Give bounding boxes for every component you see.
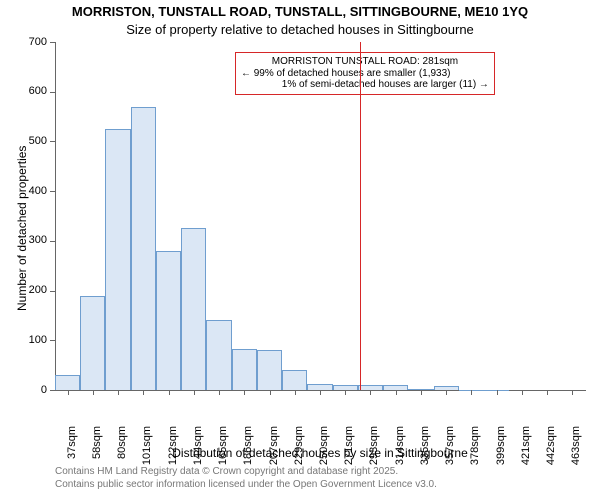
x-tick-label: 314sqm <box>394 426 406 476</box>
histogram-bar <box>55 375 80 390</box>
x-tick-mark <box>522 390 523 395</box>
y-tick-mark <box>50 390 55 391</box>
chart-title-line2: Size of property relative to detached ho… <box>0 22 600 37</box>
y-tick-label: 600 <box>29 85 47 97</box>
histogram-bar <box>131 107 156 390</box>
x-tick-mark <box>219 390 220 395</box>
x-tick-label: 293sqm <box>368 426 380 476</box>
x-tick-mark <box>320 390 321 395</box>
x-tick-mark <box>547 390 548 395</box>
x-tick-label: 357sqm <box>444 426 456 476</box>
x-tick-label: 58sqm <box>91 426 103 476</box>
y-tick-mark <box>50 141 55 142</box>
y-tick-mark <box>50 340 55 341</box>
y-tick-mark <box>50 42 55 43</box>
histogram-bar <box>232 349 257 390</box>
x-tick-mark <box>497 390 498 395</box>
y-tick-label: 300 <box>29 234 47 246</box>
annotation-line: MORRISTON TUNSTALL ROAD: 281sqm <box>241 56 489 68</box>
x-tick-label: 186sqm <box>242 426 254 476</box>
x-tick-label: 250sqm <box>318 426 330 476</box>
x-tick-label: 144sqm <box>192 426 204 476</box>
x-tick-label: 399sqm <box>495 426 507 476</box>
y-tick-label: 200 <box>29 284 47 296</box>
x-tick-label: 271sqm <box>343 426 355 476</box>
annotation-box: MORRISTON TUNSTALL ROAD: 281sqm← 99% of … <box>235 52 495 95</box>
x-tick-mark <box>572 390 573 395</box>
y-tick-mark <box>50 191 55 192</box>
x-tick-label: 442sqm <box>545 426 557 476</box>
footer-line2: Contains public sector information licen… <box>55 479 437 492</box>
x-tick-mark <box>194 390 195 395</box>
x-tick-label: 165sqm <box>217 426 229 476</box>
x-tick-mark <box>143 390 144 395</box>
x-tick-label: 207sqm <box>268 426 280 476</box>
x-tick-label: 378sqm <box>469 426 481 476</box>
annotation-line: ← 99% of detached houses are smaller (1,… <box>241 68 489 80</box>
annotation-line: 1% of semi-detached houses are larger (1… <box>241 79 489 91</box>
histogram-bar <box>206 320 231 390</box>
x-tick-mark <box>446 390 447 395</box>
x-tick-label: 37sqm <box>66 426 78 476</box>
y-axis-label: Number of detached properties <box>15 146 29 311</box>
x-tick-mark <box>270 390 271 395</box>
x-tick-mark <box>169 390 170 395</box>
y-tick-label: 700 <box>29 36 47 48</box>
x-tick-label: 101sqm <box>141 426 153 476</box>
y-tick-mark <box>50 241 55 242</box>
marker-line <box>360 42 361 390</box>
x-tick-mark <box>471 390 472 395</box>
chart-title-line1: MORRISTON, TUNSTALL ROAD, TUNSTALL, SITT… <box>0 4 600 19</box>
histogram-bar <box>257 350 282 390</box>
x-tick-label: 421sqm <box>520 426 532 476</box>
y-tick-label: 100 <box>29 334 47 346</box>
x-tick-label: 80sqm <box>116 426 128 476</box>
x-tick-mark <box>370 390 371 395</box>
x-tick-label: 229sqm <box>293 426 305 476</box>
chart-container: MORRISTON, TUNSTALL ROAD, TUNSTALL, SITT… <box>0 0 600 500</box>
x-tick-mark <box>396 390 397 395</box>
x-tick-mark <box>118 390 119 395</box>
y-tick-label: 500 <box>29 135 47 147</box>
x-tick-mark <box>68 390 69 395</box>
histogram-bar <box>105 129 130 390</box>
x-tick-mark <box>244 390 245 395</box>
x-tick-mark <box>345 390 346 395</box>
histogram-bar <box>282 370 307 390</box>
y-tick-label: 0 <box>41 384 47 396</box>
histogram-bar <box>181 228 206 390</box>
histogram-bar <box>156 251 181 390</box>
x-tick-mark <box>421 390 422 395</box>
x-tick-label: 122sqm <box>167 426 179 476</box>
y-tick-mark <box>50 291 55 292</box>
x-tick-mark <box>93 390 94 395</box>
x-tick-label: 335sqm <box>419 426 431 476</box>
y-tick-label: 400 <box>29 185 47 197</box>
histogram-bar <box>80 296 105 390</box>
x-tick-mark <box>295 390 296 395</box>
x-tick-label: 463sqm <box>570 426 582 476</box>
y-tick-mark <box>50 92 55 93</box>
